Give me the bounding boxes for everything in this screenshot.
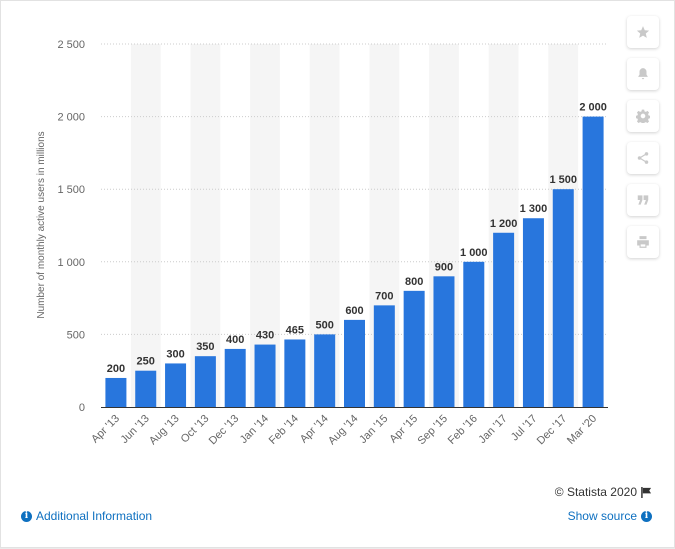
copyright-text: © Statista 2020 [554,485,637,499]
share-button[interactable] [627,142,659,174]
bar [194,356,216,407]
y-tick-label: 500 [67,329,85,341]
side-toolbar [627,16,661,268]
data-label: 500 [315,319,333,331]
y-tick-label: 1 500 [57,184,85,196]
x-tick-label: Jan '14 [238,413,271,446]
bar [403,290,425,407]
x-tick-label: Aug '13 [147,413,182,448]
y-axis-label: Number of monthly active users in millio… [36,131,47,318]
data-label: 1 200 [490,218,518,230]
additional-information-label: Additional Information [36,509,153,523]
x-tick-label: Apr '13 [89,413,122,446]
notification-button[interactable] [627,58,659,90]
data-label: 250 [137,356,155,368]
x-tick-label: Feb '14 [267,413,301,447]
data-label: 2 000 [579,102,607,114]
bar [314,334,336,407]
additional-information-link[interactable]: i Additional Information [21,509,152,523]
x-tick-label: Jun '13 [119,413,152,446]
data-label: 430 [256,330,274,342]
settings-button[interactable] [627,100,659,132]
x-tick-label: Dec '17 [535,413,570,448]
bar [105,377,127,407]
x-tick-label: Apr '14 [298,413,331,446]
x-tick-label: Jan '15 [357,413,390,446]
bar [165,363,187,407]
print-icon [637,236,649,248]
data-label: 1 500 [549,174,577,186]
data-label: 465 [286,324,304,336]
gear-icon [636,109,650,123]
y-tick-label: 2 000 [57,112,85,124]
x-tick-label: Mar '20 [565,413,599,447]
bar [224,348,246,407]
data-label: 200 [107,363,125,375]
data-label: 300 [166,348,184,360]
bell-icon [638,68,648,80]
copyright-notice: © Statista 2020 [555,485,652,499]
bar [433,276,455,407]
print-button[interactable] [627,226,659,258]
info-icon: i [641,510,652,522]
info-icon: i [21,510,32,522]
y-tick-label: 0 [79,402,85,414]
band [190,44,221,407]
bar [135,370,157,407]
data-label: 1 300 [520,203,548,215]
share-icon [637,152,649,164]
quote-icon [637,195,649,205]
band [130,44,161,407]
bar [344,319,365,407]
favorite-button[interactable] [627,16,659,48]
bar [463,261,485,407]
x-tick-label: Apr '15 [387,413,420,446]
data-label: 350 [196,341,214,353]
x-tick-label: Sep '15 [415,413,450,448]
x-tick-label: Jan '17 [476,413,509,446]
data-label: 600 [345,305,363,317]
x-tick-label: Dec '13 [207,413,242,448]
bar [254,344,276,407]
x-tick-label: Oct '13 [179,413,212,446]
y-axis-ticks: 0 500 1 000 1 500 2 000 2 500 [57,39,85,414]
flag-icon[interactable] [641,486,652,498]
data-label: 800 [405,276,423,288]
bar [493,232,515,407]
bar [284,339,306,407]
y-tick-label: 2 500 [57,39,85,51]
data-label: 900 [435,261,453,273]
bar [582,116,604,407]
star-icon [636,26,650,38]
bars [105,116,604,407]
data-label: 1 000 [460,247,488,259]
cite-button[interactable] [627,184,659,216]
bar [373,305,395,407]
y-tick-label: 1 000 [57,257,85,269]
x-tick-label: Aug '14 [326,413,361,448]
bar [552,189,574,407]
x-tick-label: Feb '16 [446,413,480,447]
data-labels: 200 250 300 350 400 430 465 500 600 700 800 900 1 00… [107,102,607,375]
bar [522,218,544,407]
data-label: 700 [375,290,393,302]
gridlines [101,43,608,335]
data-label: 400 [226,334,244,346]
show-source-label: Show source [567,509,637,523]
show-source-link[interactable]: Show source i [568,509,652,523]
